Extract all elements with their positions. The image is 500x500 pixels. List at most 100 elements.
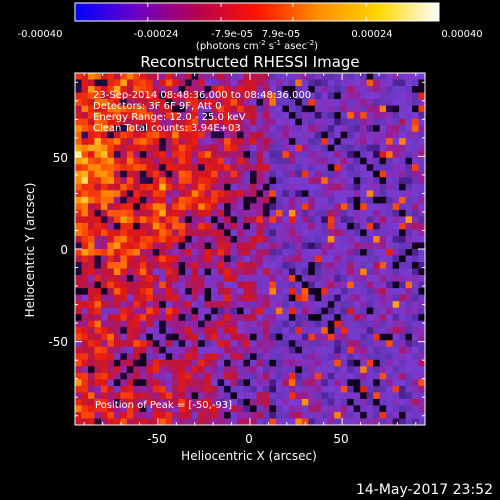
heatmap-cell (139, 314, 147, 322)
heatmap-cell (172, 125, 180, 133)
heatmap-cell (113, 255, 121, 263)
heatmap-cell (334, 170, 342, 178)
heatmap-cell (347, 340, 355, 348)
heatmap-cell (327, 255, 335, 263)
heatmap-cell (321, 73, 329, 81)
heatmap-cell (107, 196, 115, 204)
heatmap-cell (321, 327, 329, 335)
heatmap-cell (159, 301, 167, 309)
heatmap-cell (262, 92, 271, 100)
heatmap-cell (230, 131, 238, 139)
heatmap-cell (282, 333, 290, 341)
heatmap-cell (87, 86, 96, 94)
heatmap-cell (347, 112, 355, 120)
heatmap-cell (178, 275, 186, 283)
heatmap-cell (360, 346, 368, 354)
heatmap-cell (340, 372, 348, 380)
heatmap-cell (133, 92, 141, 100)
heatmap-cell (412, 196, 420, 204)
heatmap-cell (405, 92, 413, 100)
heatmap-cell (237, 372, 245, 380)
heatmap-cell (165, 385, 173, 394)
heatmap-cell (178, 196, 186, 204)
heatmap-cell (412, 262, 420, 270)
heatmap-cell (178, 125, 186, 133)
heatmap-cell (81, 301, 89, 309)
heatmap-cell (178, 235, 186, 244)
heatmap-cell (211, 385, 219, 394)
heatmap-cell (321, 105, 329, 113)
heatmap-cell (243, 105, 251, 113)
heatmap-cell (165, 86, 173, 94)
heatmap-cell (165, 105, 173, 113)
heatmap-cell (191, 118, 199, 126)
heatmap-cell (185, 125, 193, 133)
heatmap-cell (405, 157, 413, 165)
heatmap-cell (204, 281, 212, 289)
heatmap-cell (301, 359, 309, 367)
heatmap-cell (360, 183, 368, 191)
heatmap-cell (275, 385, 284, 394)
heatmap-cell (308, 99, 316, 107)
heatmap-cell (366, 164, 374, 172)
heatmap-cell (386, 138, 394, 146)
heatmap-cell (243, 242, 251, 250)
heatmap-cell (120, 249, 128, 257)
heatmap-cell (334, 327, 342, 335)
heatmap-cell (146, 359, 154, 367)
heatmap-cell (405, 118, 413, 126)
heatmap-cell (81, 203, 89, 211)
heatmap-cell (308, 307, 316, 315)
heatmap-cell (353, 125, 361, 133)
heatmap-cell (334, 405, 342, 413)
heatmap-cell (250, 268, 258, 276)
heatmap-cell (405, 307, 413, 315)
heatmap-cell (107, 288, 115, 296)
heatmap-cell (399, 288, 407, 296)
heatmap-cell (399, 301, 407, 309)
heatmap-cell (412, 288, 420, 296)
heatmap-cell (159, 333, 167, 341)
heatmap-cell (178, 86, 186, 94)
heatmap-cell (75, 99, 83, 107)
heatmap-cell (139, 190, 147, 198)
heatmap-cell (366, 196, 374, 204)
heatmap-cell (107, 333, 115, 341)
heatmap-cell (230, 307, 238, 315)
heatmap-cell (360, 398, 368, 407)
heatmap-cell (353, 190, 361, 198)
heatmap-cell (269, 294, 277, 302)
heatmap-cell (327, 275, 335, 283)
heatmap-cell (347, 398, 355, 407)
heatmap-cell (113, 301, 121, 309)
heatmap-cell (211, 190, 219, 198)
heatmap-cell (250, 177, 258, 185)
heatmap-cell (340, 138, 348, 146)
heatmap-cell (256, 144, 264, 152)
heatmap-cell (250, 314, 258, 322)
heatmap-cell (418, 92, 425, 100)
heatmap-cell (100, 314, 109, 322)
heatmap-cell (113, 216, 121, 224)
heatmap-cell (373, 333, 381, 341)
heatmap-cell (217, 144, 225, 152)
heatmap-cell (327, 203, 335, 211)
heatmap-cell (373, 235, 381, 244)
heatmap-cell (262, 183, 271, 191)
heatmap-cell (314, 333, 322, 341)
heatmap-cell (87, 392, 96, 400)
heatmap-cell (399, 86, 407, 94)
heatmap-cell (262, 222, 271, 231)
heatmap-cell (139, 294, 147, 302)
heatmap-cell (275, 86, 284, 94)
heatmap-cell (230, 340, 238, 348)
heatmap-cell (366, 92, 374, 100)
heatmap-cell (360, 235, 368, 244)
heatmap-cell (191, 268, 199, 276)
heatmap-cell (295, 209, 303, 218)
heatmap-cell (418, 346, 425, 354)
heatmap-cell (301, 92, 309, 100)
heatmap-cell (412, 157, 420, 165)
heatmap-cell (275, 177, 284, 185)
heatmap-cell (321, 209, 329, 218)
